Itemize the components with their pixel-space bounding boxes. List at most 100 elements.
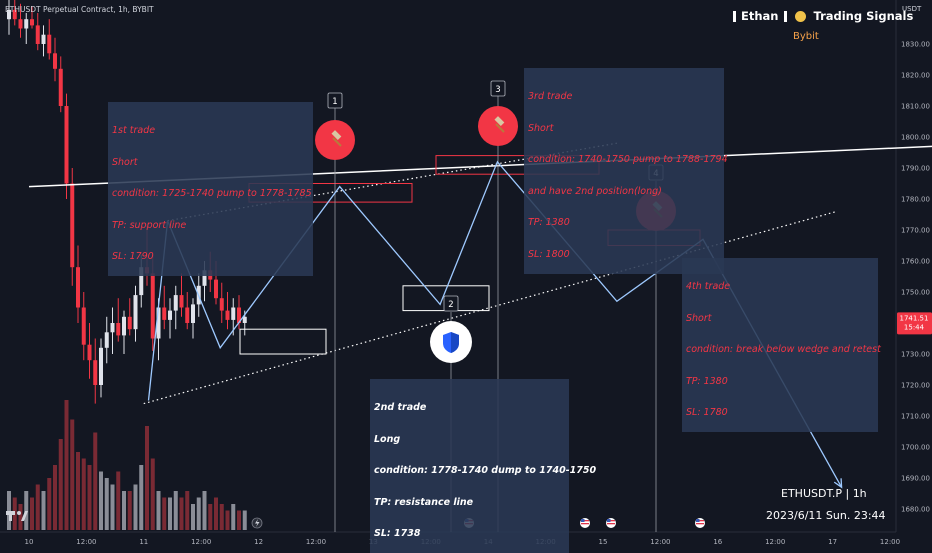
coin-icon [794,10,806,22]
flag-stripe [696,520,704,522]
lightning-bolt [255,519,260,527]
tv-logo-part [9,511,12,521]
price-tick-label: 1780.00 [901,196,930,204]
lightning-icon [251,517,263,529]
candle-body [30,19,34,26]
candle-body [202,270,207,286]
volume-bar [191,504,195,530]
time-tick-label: 12 [254,538,263,546]
volume-bar [81,458,86,530]
bar-icon [733,10,736,22]
tv-logo-part [17,511,21,515]
volume-bar [237,510,241,530]
price-tick-label: 1690.00 [901,475,930,483]
trade-3-sl: SL: 1800 [528,248,570,260]
hammer-icon [315,120,355,160]
volume-bar [179,497,184,530]
volume-bar [99,471,103,530]
candle-body [219,298,224,311]
candle-body [87,344,92,361]
us-flag-icon [580,518,590,528]
volume-bar [214,497,218,530]
exchange-label: Bybit [793,31,819,42]
trade-3-tp: TP: 1380 [528,217,570,228]
time-tick-label: 11 [139,538,148,546]
volume-bar [242,510,247,530]
trade-1-title: 1st trade [112,125,156,136]
price-zone-box [239,328,327,355]
trade-1-tp: TP: support line [112,219,187,231]
time-tick-label: 12:00 [76,538,96,546]
volume-bar [110,484,115,530]
currency-label: USDT [902,5,922,13]
flag-stripe [696,523,704,525]
volume-bar [225,510,230,530]
current-price-tag [897,312,932,335]
price-tick-label: 1720.00 [901,382,930,390]
price-tick-label: 1830.00 [901,41,930,49]
time-tick-label: 17 [828,538,837,546]
bar-countdown: 15:44 [904,323,925,331]
volume-bar [162,497,167,530]
trade-3-title: 3rd trade [528,91,573,102]
candle-body [162,307,167,320]
flag-canton [696,519,700,522]
trade-4-sl: SL: 1780 [686,407,728,418]
trade-1-side: Short [112,156,138,168]
time-tick-label: 12:00 [650,538,670,546]
trade-number-box [443,295,459,312]
brand-name: Trading Signals [813,9,914,23]
volume-bar [7,491,11,530]
projection-arrowhead [833,478,843,489]
trade-4-note: 4th trade Short condition: break below w… [682,258,881,432]
candle-body [242,316,247,323]
candle-body [7,9,11,20]
us-flag-icon [695,518,705,528]
time-tick-label: 12:00 [306,538,326,546]
symbol-title: ETHUSDT Perpetual Contract, 1h, BYBIT [5,5,154,14]
trade-3-side: Short [528,122,554,134]
time-tick-label: 15 [599,538,608,546]
trade-number-badge-3: 3 [490,80,506,97]
brand-block: Ethan Trading Signals [733,9,913,23]
price-tick-label: 1700.00 [901,444,930,452]
volume-bar [173,491,178,530]
shield-icon [430,321,472,363]
volume-bar [122,491,126,530]
volume-bar [35,484,40,530]
flag-stripe [607,523,615,525]
candle-body [139,267,144,296]
volume-bar [208,504,213,530]
trade-number-label: 2 [448,300,453,310]
trade-2-sl: SL: 1738 [374,528,421,539]
price-tick-label: 1750.00 [901,289,930,297]
candle-body [237,307,241,323]
volume-bar [116,471,121,530]
candle-body [35,25,40,44]
hammer-handle [495,123,505,133]
trade-2-tp: TP: resistance line [374,496,474,508]
candle-body [58,68,63,106]
trade-2-side: Long [374,433,401,445]
flag-stripe [607,520,615,522]
candle-body [104,332,109,348]
time-tick-label: 12:00 [765,538,785,546]
volume-bar [168,497,172,530]
candle-body [231,307,236,320]
volume-bar [150,458,155,530]
us-flag-icon [606,518,616,528]
time-tick-label: 10 [25,538,34,546]
volume-bar [58,439,63,530]
trade-number-badge-2: 2 [443,295,459,312]
hammer-icon [478,106,518,146]
trade-2-title: 2nd trade [374,402,427,413]
trade-3-condition: condition: 1740-1750 pump to 1788-1794 [528,154,728,165]
flag-stripe [581,523,589,525]
tradingview-logo [6,511,28,521]
trade-number-badge-1: 1 [327,92,343,109]
candle-body [168,310,172,320]
trade-1-note: 1st trade Short condition: 1725-1740 pum… [108,102,313,276]
trade-1-condition: condition: 1725-1740 pump to 1778-1785 [112,188,312,199]
price-tick-label: 1810.00 [901,103,930,111]
volume-bar [133,484,138,530]
